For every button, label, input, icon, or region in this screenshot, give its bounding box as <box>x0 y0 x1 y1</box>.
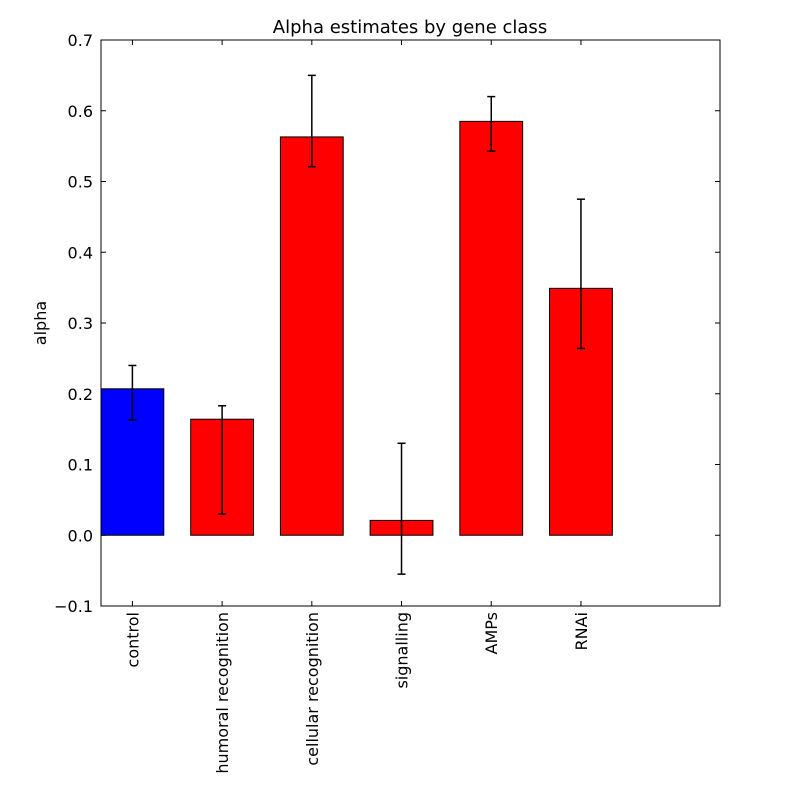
bar-cellular-recognition <box>279 136 344 536</box>
y-tick-label: 0.1 <box>68 456 93 475</box>
x-tick-label: control <box>123 612 142 667</box>
y-tick-label: 0.6 <box>68 102 93 121</box>
x-tick-label: humoral recognition <box>213 612 232 774</box>
y-tick-label: 0.0 <box>68 526 93 545</box>
x-tick-label: AMPs <box>482 612 501 654</box>
y-axis-ticks: −0.1 0.0 0.1 0.2 0.3 0.4 0.5 0.6 0.7 <box>54 31 720 616</box>
chart-title: Alpha estimates by gene class <box>273 17 547 38</box>
y-tick-label: 0.2 <box>68 385 93 404</box>
y-axis-label: alpha <box>31 301 50 345</box>
x-axis-ticks: control humoral recognition cellular recog… <box>123 40 591 774</box>
x-tick-label: RNAi <box>572 612 591 650</box>
bars-group <box>100 120 613 536</box>
y-tick-label: 0.7 <box>68 31 93 50</box>
y-tick-label: −0.1 <box>54 597 93 616</box>
x-tick-label: cellular recognition <box>303 612 322 766</box>
bar-amps <box>459 120 524 536</box>
x-tick-label: signalling <box>393 612 412 689</box>
plot-area-frame <box>100 39 721 607</box>
error-bars-group <box>128 74 585 575</box>
y-tick-label: 0.5 <box>68 173 93 192</box>
y-tick-label: 0.4 <box>68 243 93 262</box>
y-tick-label: 0.3 <box>68 314 93 333</box>
